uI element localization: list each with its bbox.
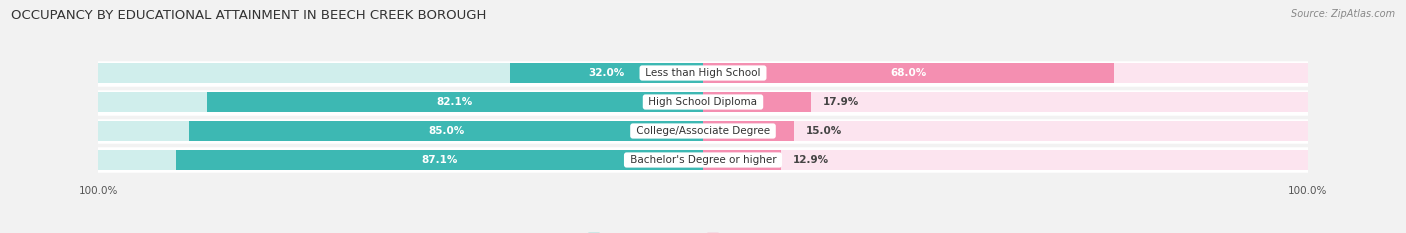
Text: Bachelor's Degree or higher: Bachelor's Degree or higher [627,155,779,165]
Bar [703,63,1308,83]
Bar [98,92,703,113]
Bar [703,63,1114,83]
Bar [98,145,1308,175]
Bar [98,150,703,170]
Legend: Owner-occupied, Renter-occupied: Owner-occupied, Renter-occupied [583,229,823,233]
Bar [98,58,1308,88]
Bar [98,116,1308,145]
Text: 32.0%: 32.0% [588,68,624,78]
Text: High School Diploma: High School Diploma [645,97,761,107]
Bar [98,120,703,141]
Text: 15.0%: 15.0% [806,126,842,136]
Text: 87.1%: 87.1% [422,155,458,165]
Bar [176,150,703,170]
Bar [703,92,811,113]
Text: 85.0%: 85.0% [427,126,464,136]
Bar [703,150,780,170]
Text: OCCUPANCY BY EDUCATIONAL ATTAINMENT IN BEECH CREEK BOROUGH: OCCUPANCY BY EDUCATIONAL ATTAINMENT IN B… [11,9,486,22]
Bar [207,92,703,113]
Bar [703,120,793,141]
Text: 68.0%: 68.0% [890,68,927,78]
Bar [509,63,703,83]
Text: Source: ZipAtlas.com: Source: ZipAtlas.com [1291,9,1395,19]
Bar [188,120,703,141]
Text: Less than High School: Less than High School [643,68,763,78]
Text: 17.9%: 17.9% [824,97,859,107]
Bar [703,120,1308,141]
Bar [703,92,1308,113]
Bar [703,150,1308,170]
Text: College/Associate Degree: College/Associate Degree [633,126,773,136]
Text: 12.9%: 12.9% [793,155,830,165]
Bar [98,88,1308,116]
Bar [98,63,703,83]
Text: 82.1%: 82.1% [437,97,472,107]
